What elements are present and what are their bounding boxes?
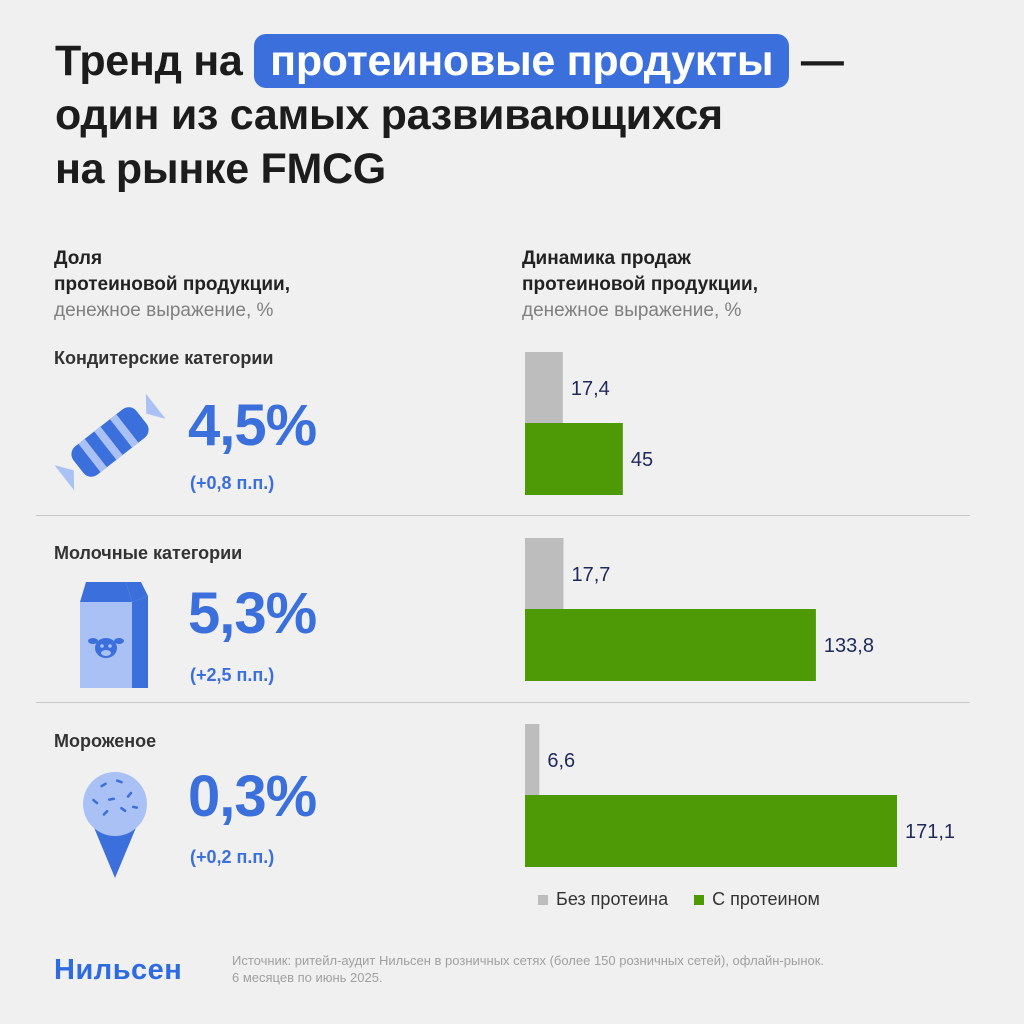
bar-value-label: 45 [631,449,653,471]
title-line-1: Тренд на протеиновые продукты — [55,34,844,88]
page-title: Тренд на протеиновые продукты — один из … [55,34,844,196]
bar-without-protein [525,724,540,796]
legend-swatch-gray [538,894,548,905]
source-note: Источник: ритейл-аудит Нильсен в розничн… [232,952,892,986]
divider [36,702,970,703]
legend-item-gray: Без протеина [538,889,668,910]
share-delta: (+0,8 п.п.) [190,473,275,493]
bar-with-protein [525,795,897,867]
left-header-sub: денежное выражение, % [54,300,274,321]
divider [36,515,970,516]
legend-label-gray: Без протеина [556,889,669,909]
candy-icon [50,392,170,497]
title-line-3: на рынке FMCG [55,145,386,193]
bar-value-label: 133,8 [824,635,874,657]
bar-without-protein [525,352,563,424]
right-header-line2: протеиновой продукции, [522,274,758,295]
bar-with-protein [525,423,623,495]
right-column-header: Динамика продаж протеиновой продукции, д… [522,246,758,324]
left-column-header: Доля протеиновой продукции, денежное выр… [54,246,290,324]
bar-without-protein [525,538,564,610]
right-header-sub: денежное выражение, % [522,300,742,321]
legend-item-green: С протеином [694,889,820,910]
chart-legend: Без протеина С протеином [538,889,820,910]
milk-carton-icon [78,580,150,693]
bar-with-protein [525,609,816,681]
ice-cream-icon [78,770,152,885]
nielsen-logo: Нильсен [54,954,183,986]
source-line-2: 6 месяцев по июнь 2025. [232,970,383,985]
title-line-2: один из самых развивающихся [55,91,723,139]
bar-value-label: 6,6 [547,750,575,772]
right-header-line1: Динамика продаж [522,248,691,269]
left-header-line1: Доля [54,248,103,269]
bar-value-label: 17,4 [571,378,610,400]
share-value: 4,5% [188,393,317,458]
legend-swatch-green [694,894,705,905]
source-line-1: Источник: ритейл-аудит Нильсен в розничн… [232,953,825,968]
share-delta: (+0,2 п.п.) [190,847,275,867]
title-dash: — [800,37,844,85]
title-highlight: протеиновые продукты [254,34,790,88]
share-value: 0,3% [188,764,317,829]
category-name: Молочные категории [54,543,243,563]
title-prefix: Тренд на [55,37,243,85]
share-delta: (+2,5 п.п.) [190,665,275,685]
category-name: Мороженое [54,731,157,751]
share-value: 5,3% [188,581,317,646]
bar-value-label: 171,1 [905,821,955,843]
legend-label-green: С протеином [712,889,820,909]
category-name: Кондитерские категории [54,348,274,368]
bar-value-label: 17,7 [571,564,610,586]
left-header-line2: протеиновой продукции, [54,274,290,295]
